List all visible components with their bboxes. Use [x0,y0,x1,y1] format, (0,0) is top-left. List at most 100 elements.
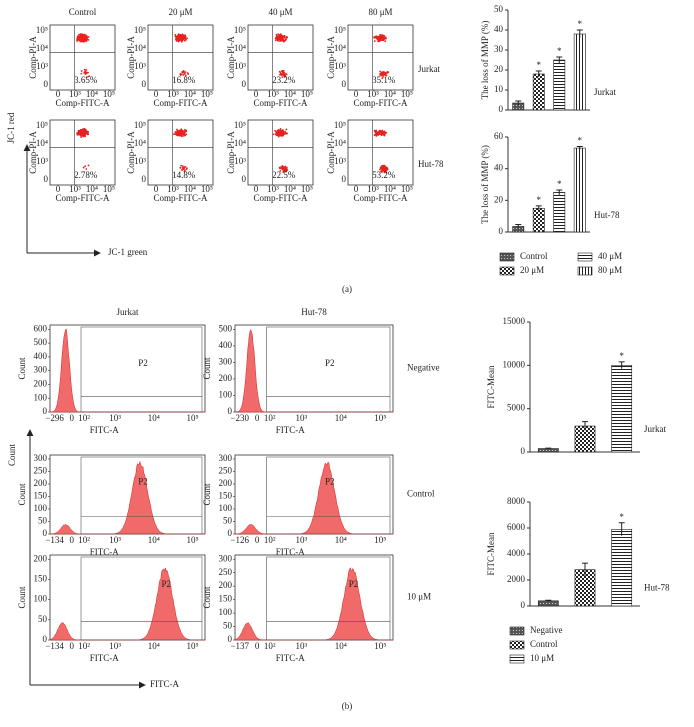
y-tick-label: 250 [219,567,233,577]
dot [181,168,184,171]
dot [180,37,183,40]
dot [382,75,384,78]
dot [383,171,386,174]
plot-frame [234,554,394,641]
error-bar [535,205,542,211]
x-tick-label: 10⁴ [335,535,347,545]
plot-frame [49,454,206,535]
x-tick-label: 0 [354,184,359,194]
y-tick-label: 10⁴ [134,138,146,148]
dot [384,167,387,170]
x-tick-label: 0 [69,413,74,423]
dot [183,128,186,131]
row-label: 10 μM [407,592,431,602]
y-axis-label: Comp-PI-A [126,36,136,79]
bar [532,73,545,111]
dot [277,128,280,131]
dot [279,33,282,36]
dot [379,38,382,41]
dot [183,35,186,38]
y-tick-label: 10³ [36,156,48,166]
dot [83,36,86,39]
y-tick-label: 300 [219,553,233,563]
x-axis-label: Comp-FITC-A [56,193,111,203]
dot [279,35,282,38]
y-tick-label: 10⁴ [234,43,246,53]
y-tick-label: 10⁴ [36,43,48,53]
row-label: Negative [407,363,439,373]
error-bar [582,562,588,577]
dot [85,69,88,71]
dot [175,128,178,131]
dot [173,133,175,136]
y-tick-label: 200 [219,373,233,383]
dot [182,167,185,169]
x-axis-label: Comp-FITC-A [56,98,111,108]
row-label: Hut-78 [418,159,444,169]
dot [284,132,287,134]
x-tick-label: 0 [69,641,74,651]
x-tick-label: 0 [254,89,259,99]
x-tick-label: 10² [264,535,276,545]
y-tick-label: 6000 [507,522,526,532]
y-tick-label: 0 [43,406,48,416]
x-tick-label: 10⁵ [103,89,115,99]
dot [186,37,189,40]
big-x-label: FITC-A [150,679,180,689]
y-tick-label: 300 [34,365,48,375]
bar [553,59,566,111]
dot [181,36,183,39]
y-axis-label: The loss of MMP (%) [480,145,490,224]
dot [380,74,383,76]
y-tick-label: 10 [494,84,504,94]
y-tick-label: 20 [494,64,504,74]
y-tick-label: 5000 [507,403,526,413]
x-tick-label: 10⁵ [374,641,386,651]
x-tick-label: 10⁵ [103,184,115,194]
dot [277,33,280,35]
y-tick-label: 0 [44,79,49,89]
dot [174,131,177,133]
gate-label: P2 [325,358,335,368]
dot [382,74,385,77]
dot [384,36,386,39]
x-tick-label: 10⁵ [301,89,313,99]
error-bar [545,599,552,602]
x-axis-label: Comp-FITC-A [154,193,209,203]
x-tick-label: 0 [56,184,61,194]
significance-marker: * [557,179,562,189]
y-tick-label: 100 [34,594,48,604]
y-tick-label: 50 [38,614,48,624]
dot [282,73,285,76]
dot [77,38,80,41]
x-tick-label: 10² [78,413,90,423]
dot [286,132,289,135]
dot [85,40,88,42]
y-tick-label: 300 [219,356,233,366]
y-tick-label: 10⁵ [334,25,346,35]
dot [282,169,285,172]
y-tick-label: 10⁵ [134,25,146,35]
y-tick-label: 50 [223,516,233,526]
x-axis-label: FITC-A [90,547,120,557]
dot [182,73,185,76]
y-axis-label: Count [17,586,27,609]
dot [80,35,83,38]
x-tick-label: −230 [230,413,249,423]
dot [76,39,78,41]
big-y-label: Count [7,444,17,467]
dot [274,39,277,42]
error-bar [515,224,522,229]
y-tick-label: 200 [34,379,48,389]
dot [181,131,184,134]
x-tick-label: 10² [264,413,276,423]
dot [383,34,386,37]
dot [180,164,183,167]
y-tick-label: 150 [219,491,233,501]
dot [282,134,284,137]
x-tick-label: 0 [154,89,159,99]
dot [279,72,282,74]
